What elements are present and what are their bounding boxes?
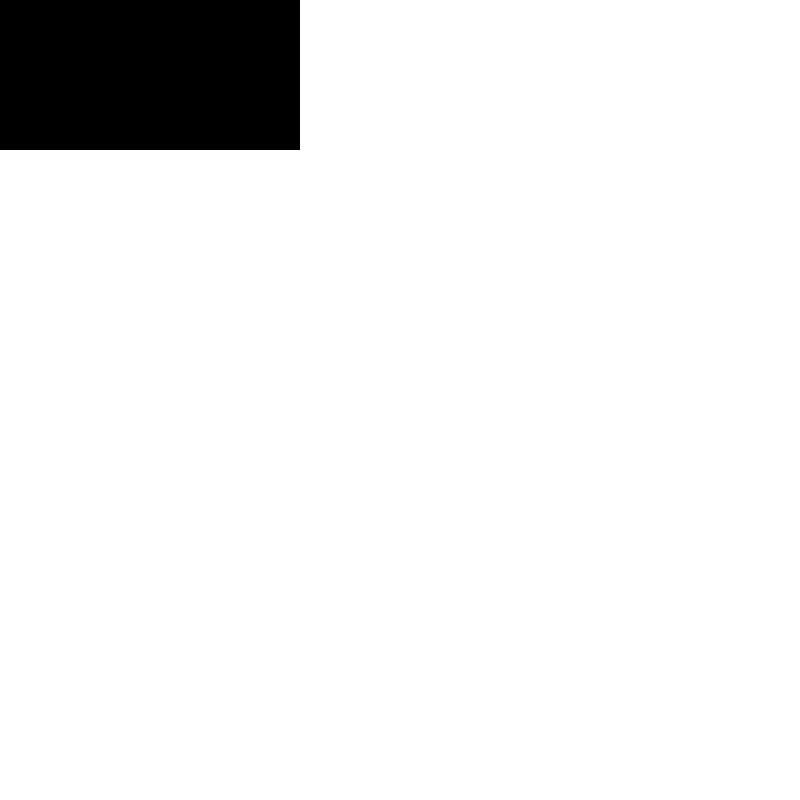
heatmap-plot-area <box>0 0 300 150</box>
chart-container <box>0 0 800 800</box>
heatmap-canvas <box>0 0 300 150</box>
